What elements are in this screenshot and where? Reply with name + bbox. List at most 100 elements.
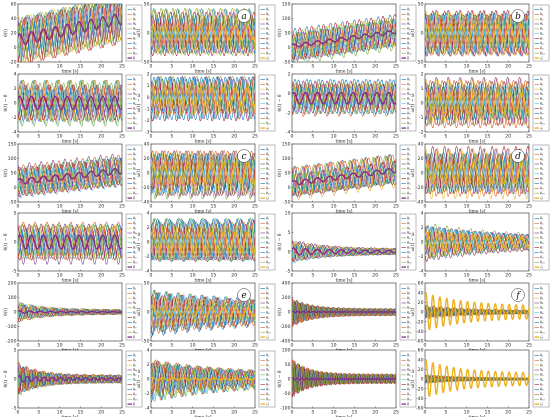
- x-tick-label: 10: [331, 134, 337, 140]
- x-tick-label: 15: [210, 273, 216, 279]
- x-tick-label: 15: [351, 343, 357, 349]
- y-tick-label: 40: [418, 142, 424, 148]
- x-axis-label: time [s]: [194, 70, 211, 75]
- x-tick-label: 25: [119, 204, 125, 210]
- legend-entry: θ₃: [266, 226, 270, 230]
- series-line-10: [18, 79, 122, 122]
- axes-box: [291, 212, 397, 272]
- legend-entry: θ₈: [133, 182, 137, 186]
- y-tick-label: 0: [288, 45, 291, 51]
- series-line-9: [425, 305, 529, 318]
- legend-entry: θ₅: [540, 306, 544, 310]
- legend-entry: θ₉: [133, 326, 137, 330]
- legend-entry: θ₅: [407, 236, 411, 240]
- legend-entry: θ₃: [407, 157, 411, 161]
- x-tick-label: 0: [17, 273, 20, 279]
- x-tick-label: 15: [210, 134, 216, 140]
- x-tick-label: 5: [444, 410, 447, 416]
- legend-entry: θ₄: [266, 92, 270, 96]
- series-group: [425, 76, 529, 129]
- x-tick-label: 0: [291, 204, 294, 210]
- series-line-7: [18, 227, 122, 261]
- mean-line: [151, 162, 255, 184]
- legend-entry: θ₁: [407, 217, 411, 221]
- mean-line: [425, 232, 529, 252]
- y-axis-label: ω(t): [411, 307, 416, 316]
- series-line-10: [151, 360, 255, 398]
- x-tick-label: 25: [252, 204, 258, 210]
- y-tick-label: -100: [280, 406, 291, 412]
- legend-entry: ω̄: [266, 265, 269, 269]
- legend-entry: θ₉: [540, 47, 544, 51]
- legend-entry: θ₄: [266, 231, 270, 235]
- x-tick-label: 15: [351, 64, 357, 70]
- series-line-9: [425, 374, 529, 383]
- y-tick-label: -40: [416, 329, 424, 335]
- y-tick-label: -50: [283, 60, 291, 66]
- series-line-7: [18, 84, 122, 121]
- x-tick-label: 25: [393, 64, 399, 70]
- legend-entry: θ₃: [266, 363, 270, 367]
- panel-tag-circle: [237, 149, 251, 163]
- y-tick-label: -400: [280, 339, 291, 345]
- legend-entry: θ₅: [266, 167, 270, 171]
- y-tick-label: 5: [14, 348, 17, 354]
- legend-entry: θ₂: [407, 152, 411, 156]
- x-tick-label: 10: [331, 64, 337, 70]
- legend-entry: θ₈: [407, 42, 411, 46]
- mean-line: [151, 231, 255, 253]
- legend-entry: θ₉: [133, 117, 137, 121]
- y-tick-label: 4: [147, 348, 150, 354]
- legend-entry: θ₅: [540, 97, 544, 101]
- legend-entry: θ₉: [133, 187, 137, 191]
- series-group: [292, 153, 396, 201]
- legend-entry: θ₉: [266, 187, 270, 191]
- y-tick-label: 0: [14, 240, 17, 246]
- mean-line: [18, 95, 122, 111]
- legend-entry: θ₄: [133, 301, 137, 305]
- x-tick-label: 5: [170, 64, 173, 70]
- series-line-7: [151, 360, 255, 394]
- series-line-10: [18, 223, 122, 257]
- x-axis-label: time [s]: [468, 140, 485, 145]
- x-tick-label: 10: [57, 273, 63, 279]
- series-line-4: [151, 150, 255, 198]
- y-tick-label: -50: [416, 60, 424, 66]
- legend-entry: θ₄: [540, 22, 544, 26]
- y-tick-label: -5: [12, 406, 17, 412]
- legend-entry: θ₉: [266, 117, 270, 121]
- series-line-9: [151, 150, 255, 197]
- legend-entry: θ̄: [133, 196, 135, 200]
- y-tick-label: 4: [14, 72, 17, 78]
- legend-entry: θ₅: [407, 373, 411, 377]
- series-line-6: [425, 374, 529, 384]
- legend-entry: θ₁: [133, 148, 137, 152]
- legend-entry: θ₆: [407, 241, 411, 245]
- series-line-10: [292, 241, 396, 261]
- legend-entry: θ₃: [540, 157, 544, 161]
- x-tick-label: 10: [331, 343, 337, 349]
- x-tick-label: 15: [351, 204, 357, 210]
- legend-entry: θ₆: [540, 102, 544, 106]
- y-tick-label: -50: [142, 339, 150, 345]
- panel-tag-label: e: [241, 291, 246, 301]
- y-axis-label: ω(t): [137, 168, 142, 177]
- x-tick-label: 20: [231, 64, 237, 70]
- legend-entry: ω̄: [540, 335, 543, 339]
- legend-entry: θ₄: [540, 301, 544, 305]
- legend-entry: ω̄: [540, 196, 543, 200]
- legend-entry: θ₆: [540, 378, 544, 382]
- mean-line: [292, 30, 396, 48]
- x-tick-label: 10: [190, 64, 196, 70]
- legend-entry: θ₈: [407, 321, 411, 325]
- legend-entry: θ₁₀: [133, 191, 138, 195]
- series-line-8: [151, 17, 255, 51]
- x-tick-label: 10: [464, 273, 470, 279]
- x-tick-label: 10: [57, 134, 63, 140]
- legend-entry: θ₃: [133, 87, 137, 91]
